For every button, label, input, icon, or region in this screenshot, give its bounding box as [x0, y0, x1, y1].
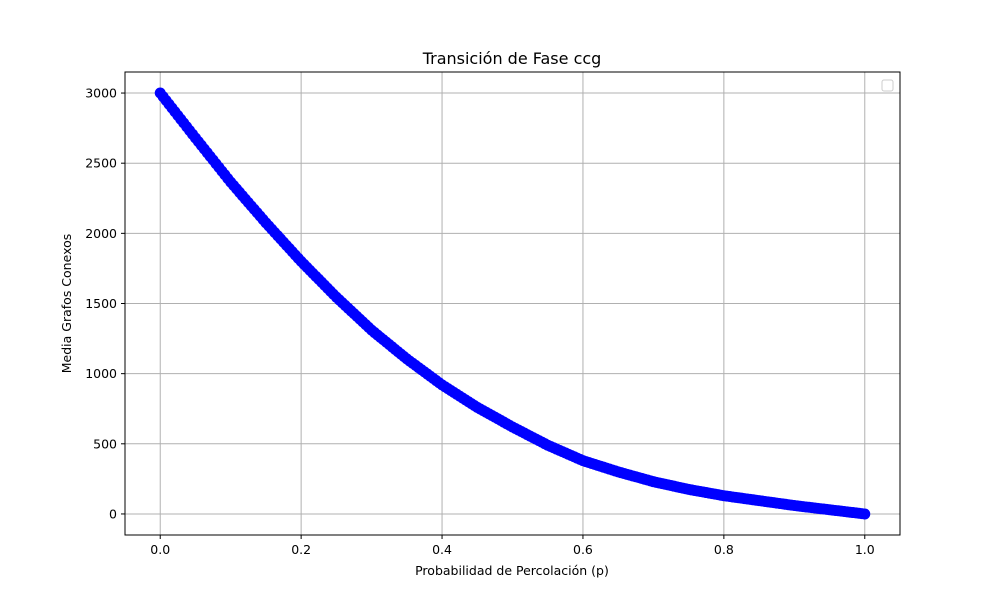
- y-tick-label: 500: [93, 436, 117, 451]
- y-tick-label: 0: [109, 506, 117, 521]
- y-tick-label: 1500: [85, 296, 117, 311]
- legend-box: [881, 79, 894, 92]
- x-axis-label: Probabilidad de Percolación (p): [415, 563, 609, 578]
- tick-layer: 0.0 0.2 0.4 0.6 0.8 1.0 0 500 1000 1500 2000 2500 30…: [85, 86, 875, 557]
- x-tick-label: 0.8: [714, 542, 734, 557]
- scatter-series: [154, 87, 871, 520]
- y-tick-label: 2000: [85, 226, 117, 241]
- y-tick-label: 1000: [85, 366, 117, 381]
- scatter-point: [856, 508, 868, 520]
- y-axis-label: Media Grafos Conexos: [59, 234, 74, 373]
- y-tick-label: 3000: [85, 86, 117, 101]
- chart-title: Transición de Fase ccg: [422, 49, 602, 68]
- x-tick-label: 0.4: [432, 542, 452, 557]
- scatter-point: [187, 128, 199, 140]
- data-layer: [154, 87, 871, 520]
- x-tick-label: 0.0: [150, 542, 170, 557]
- x-tick-label: 0.2: [291, 542, 311, 557]
- y-tick-label: 2500: [85, 156, 117, 171]
- x-tick-label: 1.0: [855, 542, 875, 557]
- x-tick-label: 0.6: [573, 542, 593, 557]
- grid-layer: [125, 72, 900, 535]
